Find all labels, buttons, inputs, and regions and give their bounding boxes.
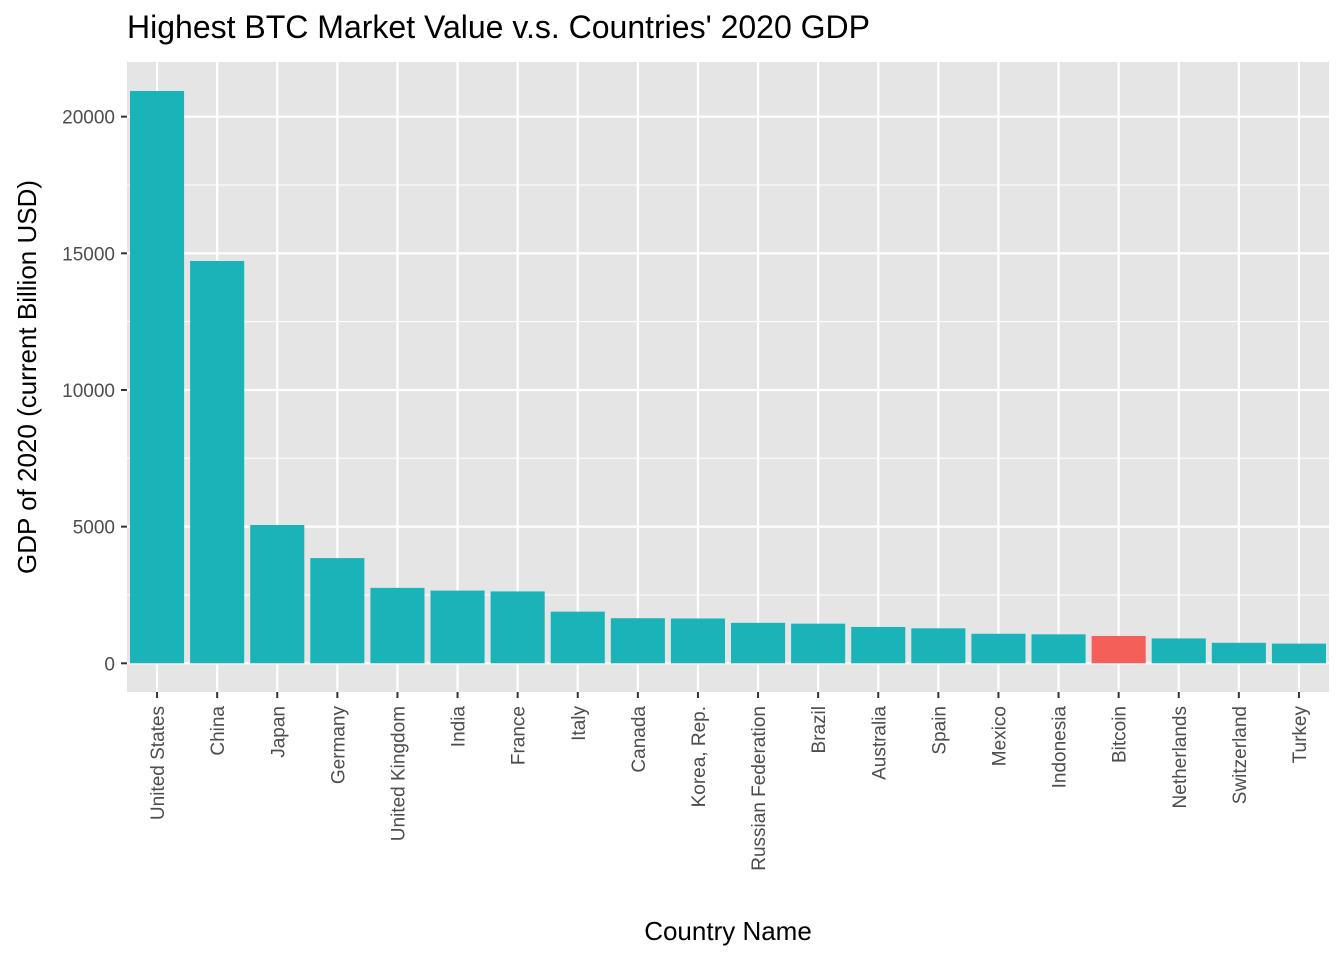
bar-spain [911, 628, 966, 664]
x-tick-label: Netherlands [1170, 706, 1191, 808]
bar-germany [310, 558, 365, 664]
bar-indonesia [1031, 634, 1086, 664]
y-tick-label: 0 [104, 654, 115, 675]
x-tick-label: United States [148, 706, 169, 820]
bar-netherlands [1151, 638, 1206, 664]
bar-australia [851, 626, 906, 664]
chart-title: Highest BTC Market Value v.s. Countries'… [127, 9, 870, 45]
bar-italy [550, 611, 605, 664]
x-tick-label: Russian Federation [749, 706, 770, 871]
x-tick-label: Japan [268, 706, 289, 758]
bar-switzerland [1211, 642, 1266, 664]
y-axis: 0 5000 10000 15000 20000 [62, 108, 127, 675]
x-tick-label: Korea, Rep. [689, 706, 710, 807]
y-tick-label: 10000 [62, 381, 115, 402]
bar-bitcoin [1091, 635, 1146, 664]
x-tick-label: China [208, 706, 229, 756]
x-tick-label: Brazil [809, 706, 830, 754]
y-tick-label: 5000 [73, 518, 115, 539]
x-tick-label: Spain [929, 706, 950, 755]
major-gridlines [127, 62, 1329, 692]
y-axis-title: GDP of 2020 (current Billion USD) [12, 180, 42, 574]
bar-united-kingdom [370, 587, 425, 664]
x-tick-label: Switzerland [1230, 706, 1251, 804]
minor-gridlines [127, 184, 1329, 596]
bar-france [490, 591, 545, 664]
y-tick-label: 20000 [62, 108, 115, 129]
bar-japan [250, 525, 305, 664]
bar-mexico [971, 633, 1026, 664]
x-tick-label: Italy [569, 706, 590, 741]
x-tick-label: Bitcoin [1110, 706, 1131, 763]
x-tick-label: India [449, 706, 470, 748]
x-tick-label: Germany [328, 706, 349, 785]
x-axis-title: Country Name [644, 916, 812, 946]
bar-turkey [1271, 643, 1326, 664]
x-tick-label: Mexico [989, 706, 1010, 766]
bars [130, 90, 1326, 664]
x-tick-label: Indonesia [1050, 706, 1071, 789]
x-tick-label: France [509, 706, 530, 765]
x-tick-label: United Kingdom [388, 706, 409, 841]
plot-panel [127, 62, 1329, 692]
bar-canada [610, 618, 665, 664]
bar-brazil [791, 623, 846, 664]
bar-china [190, 260, 245, 664]
bar-united-states [130, 90, 185, 664]
x-axis: United States China Japan Germany United Kin… [148, 692, 1311, 871]
bar-korea-rep [670, 618, 725, 664]
bar-india [430, 590, 485, 664]
bar-russian-federation [731, 622, 786, 664]
x-tick-label: Canada [629, 706, 650, 773]
y-tick-label: 15000 [62, 244, 115, 265]
x-tick-label: Australia [869, 706, 890, 780]
x-tick-label: Turkey [1290, 706, 1311, 764]
